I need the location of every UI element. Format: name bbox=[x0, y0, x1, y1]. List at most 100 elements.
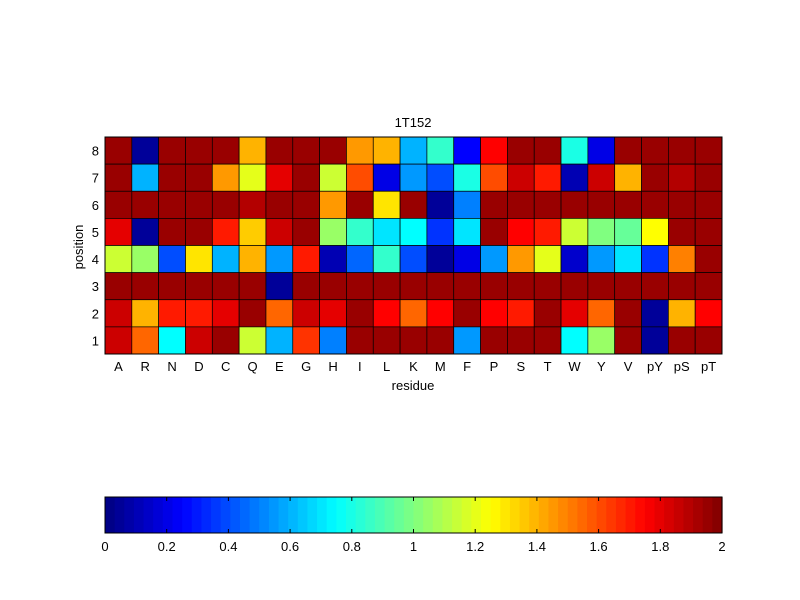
heatmap-cell bbox=[158, 272, 186, 301]
heatmap-cell bbox=[426, 272, 455, 301]
x-tick-label: H bbox=[328, 359, 337, 374]
heatmap-cell bbox=[587, 326, 616, 355]
heatmap-cell bbox=[131, 272, 160, 301]
heatmap-cell bbox=[641, 190, 669, 219]
heatmap-cell bbox=[453, 245, 481, 273]
x-tick-label: V bbox=[624, 359, 633, 374]
colorbar-tick-label: 0.4 bbox=[219, 539, 237, 554]
y-axis-label: position bbox=[71, 225, 86, 270]
colorbar-step bbox=[509, 497, 521, 533]
x-tick-label: I bbox=[358, 359, 362, 374]
colorbar-step bbox=[625, 497, 636, 533]
heatmap-cell bbox=[667, 136, 696, 165]
colorbar-step bbox=[230, 497, 241, 533]
heatmap-cell bbox=[292, 299, 320, 328]
heatmap-cell bbox=[104, 136, 133, 165]
heatmap-cell bbox=[104, 245, 133, 273]
colorbar-step bbox=[423, 497, 434, 533]
colorbar-step bbox=[191, 497, 203, 533]
heatmap-cell bbox=[560, 326, 589, 355]
heatmap-cell bbox=[480, 272, 508, 301]
heatmap-cell bbox=[453, 136, 481, 165]
heatmap-cell bbox=[614, 272, 642, 301]
heatmap-cell bbox=[131, 245, 160, 273]
colorbar-step bbox=[654, 497, 665, 533]
colorbar-step bbox=[268, 497, 280, 533]
colorbar-tick-label: 2 bbox=[718, 539, 725, 554]
heatmap-cell bbox=[265, 163, 294, 192]
x-tick-label: L bbox=[383, 359, 390, 374]
heatmap-cell bbox=[104, 299, 133, 328]
heatmap-cell bbox=[211, 245, 240, 273]
heatmap-cell bbox=[265, 190, 294, 219]
colorbar-step bbox=[490, 497, 501, 533]
x-tick-label: pY bbox=[647, 359, 663, 374]
heatmap-cell bbox=[346, 245, 374, 273]
heatmap-cell bbox=[265, 218, 294, 246]
heatmap-cell bbox=[346, 299, 374, 328]
heatmap-cell bbox=[453, 326, 481, 355]
colorbar-step bbox=[220, 497, 231, 533]
heatmap-cell bbox=[533, 163, 562, 192]
heatmap-cell bbox=[614, 136, 642, 165]
colorbar-step bbox=[105, 497, 116, 533]
heatmap-cell bbox=[560, 136, 589, 165]
heatmap-cell bbox=[587, 190, 616, 219]
colorbar-step bbox=[201, 497, 212, 533]
x-axis-label: residue bbox=[392, 378, 435, 393]
heatmap-cell bbox=[185, 190, 213, 219]
x-tick-label: A bbox=[114, 359, 123, 374]
heatmap-cell bbox=[507, 272, 535, 301]
heatmap-cell bbox=[238, 272, 267, 301]
heatmap-cell bbox=[587, 299, 616, 328]
chart-title: 1T152 bbox=[395, 115, 432, 130]
heatmap-cell bbox=[158, 218, 186, 246]
x-tick-label: G bbox=[301, 359, 311, 374]
colorbar-step bbox=[239, 497, 251, 533]
heatmap-cell bbox=[158, 299, 186, 328]
x-tick-label: Q bbox=[247, 359, 257, 374]
heatmap-cell bbox=[560, 272, 589, 301]
heatmap-cell bbox=[426, 190, 455, 219]
heatmap-cell bbox=[694, 136, 723, 165]
colorbar-step bbox=[452, 497, 463, 533]
heatmap-cell bbox=[426, 218, 455, 246]
heatmap-cell bbox=[560, 218, 589, 246]
heatmap-cell bbox=[533, 326, 562, 355]
colorbar-step bbox=[480, 497, 492, 533]
heatmap-cell bbox=[211, 272, 240, 301]
colorbar-step bbox=[355, 497, 366, 533]
heatmap-cell bbox=[480, 136, 508, 165]
heatmap-cell bbox=[319, 190, 347, 219]
heatmap-cell bbox=[453, 163, 481, 192]
colorbar-step bbox=[596, 497, 607, 533]
colorbar-step bbox=[673, 497, 685, 533]
heatmap-cell bbox=[319, 136, 347, 165]
heatmap-cell bbox=[319, 299, 347, 328]
colorbar-tick-label: 1.4 bbox=[528, 539, 546, 554]
heatmap-cell bbox=[399, 136, 428, 165]
colorbar-step bbox=[577, 497, 588, 533]
heatmap-cell bbox=[667, 163, 696, 192]
colorbar-step bbox=[558, 497, 569, 533]
heatmap-cell bbox=[399, 272, 428, 301]
heatmap-cell bbox=[372, 272, 401, 301]
heatmap-cell bbox=[533, 136, 562, 165]
heatmap-cell bbox=[292, 272, 320, 301]
colorbar-step bbox=[702, 497, 713, 533]
heatmap-cell bbox=[507, 299, 535, 328]
heatmap-cell bbox=[104, 163, 133, 192]
heatmap-cell bbox=[667, 245, 696, 273]
heatmap-cell bbox=[507, 136, 535, 165]
y-tick-label: 6 bbox=[92, 198, 99, 213]
colorbar-tick-labels: 0 0.2 0.4 0.6 0.8 1 1.2 1.4 1.6 1.8 2 bbox=[101, 497, 726, 554]
colorbar-step bbox=[413, 497, 424, 533]
heatmap-cell bbox=[238, 245, 267, 273]
colorbar-step bbox=[278, 497, 289, 533]
colorbar-step bbox=[644, 497, 656, 533]
heatmap-cell bbox=[560, 299, 589, 328]
colorbar-step bbox=[249, 497, 260, 533]
colorbar-tick-label: 0 bbox=[101, 539, 108, 554]
colorbar-step bbox=[211, 497, 222, 533]
